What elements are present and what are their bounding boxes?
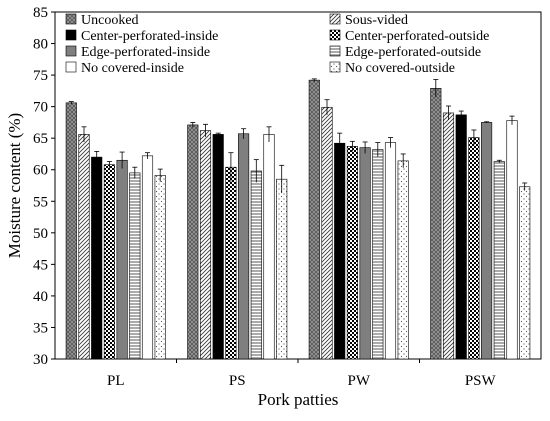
legend-label: Uncooked bbox=[81, 13, 139, 28]
bar bbox=[519, 186, 531, 360]
legend-swatch bbox=[65, 29, 77, 41]
legend-label: Edge-perforated-outside bbox=[345, 45, 481, 60]
y-tick-label: 70 bbox=[33, 100, 48, 116]
legend-swatch bbox=[329, 29, 341, 41]
bar bbox=[103, 164, 115, 360]
y-tick-label: 85 bbox=[33, 5, 48, 21]
bar bbox=[276, 178, 288, 360]
x-tick-label: PW bbox=[348, 373, 371, 389]
bar bbox=[455, 114, 467, 360]
bar bbox=[334, 142, 346, 360]
bar bbox=[493, 161, 505, 360]
y-axis-title: Moisture content (%) bbox=[5, 113, 24, 258]
y-tick-label: 80 bbox=[33, 37, 48, 53]
legend-swatch bbox=[329, 13, 341, 25]
bar bbox=[187, 124, 199, 360]
bar bbox=[263, 134, 275, 360]
y-tick-label: 40 bbox=[33, 289, 48, 305]
y-tick-label: 35 bbox=[33, 320, 48, 336]
x-axis: PL PS PW PSW bbox=[107, 359, 497, 389]
y-tick-label: 60 bbox=[33, 163, 48, 179]
x-axis-title: Pork patties bbox=[258, 390, 339, 409]
bar bbox=[442, 112, 455, 360]
bar bbox=[199, 130, 212, 360]
bar bbox=[321, 106, 333, 360]
bar bbox=[346, 146, 358, 360]
bar bbox=[212, 134, 224, 360]
legend-label: Center-perforated-inside bbox=[81, 29, 218, 44]
bar bbox=[372, 149, 384, 360]
bar bbox=[430, 88, 442, 360]
y-tick-label: 30 bbox=[33, 352, 48, 368]
legend-swatch bbox=[65, 13, 77, 25]
legend-swatch bbox=[329, 61, 341, 73]
x-tick-label: PL bbox=[107, 373, 125, 389]
legend-label: No covered-outside bbox=[345, 61, 455, 76]
bar bbox=[468, 137, 480, 360]
y-tick-label: 45 bbox=[33, 257, 48, 273]
bar bbox=[141, 155, 154, 360]
bar bbox=[481, 122, 493, 360]
legend: Uncooked Sous-vided Center-perforated-insi… bbox=[65, 13, 489, 76]
legend-label: Sous-vided bbox=[345, 13, 408, 28]
bar bbox=[116, 159, 128, 360]
bar bbox=[250, 170, 262, 360]
bar bbox=[129, 172, 141, 360]
bar bbox=[78, 134, 90, 360]
x-tick-label: PSW bbox=[465, 373, 497, 389]
bar bbox=[506, 120, 518, 360]
bar bbox=[225, 166, 237, 360]
y-tick-label: 65 bbox=[33, 131, 48, 147]
legend-label: Center-perforated-outside bbox=[345, 29, 489, 44]
legend-swatch bbox=[65, 45, 77, 57]
bar bbox=[359, 147, 371, 360]
legend-swatch bbox=[65, 61, 77, 73]
bar bbox=[384, 142, 397, 360]
legend-label: No covered-inside bbox=[81, 61, 184, 76]
y-axis: 30 35 40 45 50 55 60 65 70 75 80 85 bbox=[33, 5, 55, 368]
legend-label: Edge-perforated-inside bbox=[81, 45, 210, 60]
bar bbox=[397, 160, 409, 360]
x-tick-label: PS bbox=[229, 373, 246, 389]
bar bbox=[65, 102, 77, 360]
legend-swatch bbox=[329, 45, 341, 57]
y-tick-label: 55 bbox=[33, 194, 48, 210]
bar bbox=[308, 79, 320, 360]
bars-group bbox=[65, 78, 531, 360]
bar bbox=[238, 133, 250, 360]
y-tick-label: 50 bbox=[33, 226, 48, 242]
bar bbox=[91, 156, 103, 360]
bar bbox=[154, 175, 166, 360]
y-tick-label: 75 bbox=[33, 68, 48, 84]
